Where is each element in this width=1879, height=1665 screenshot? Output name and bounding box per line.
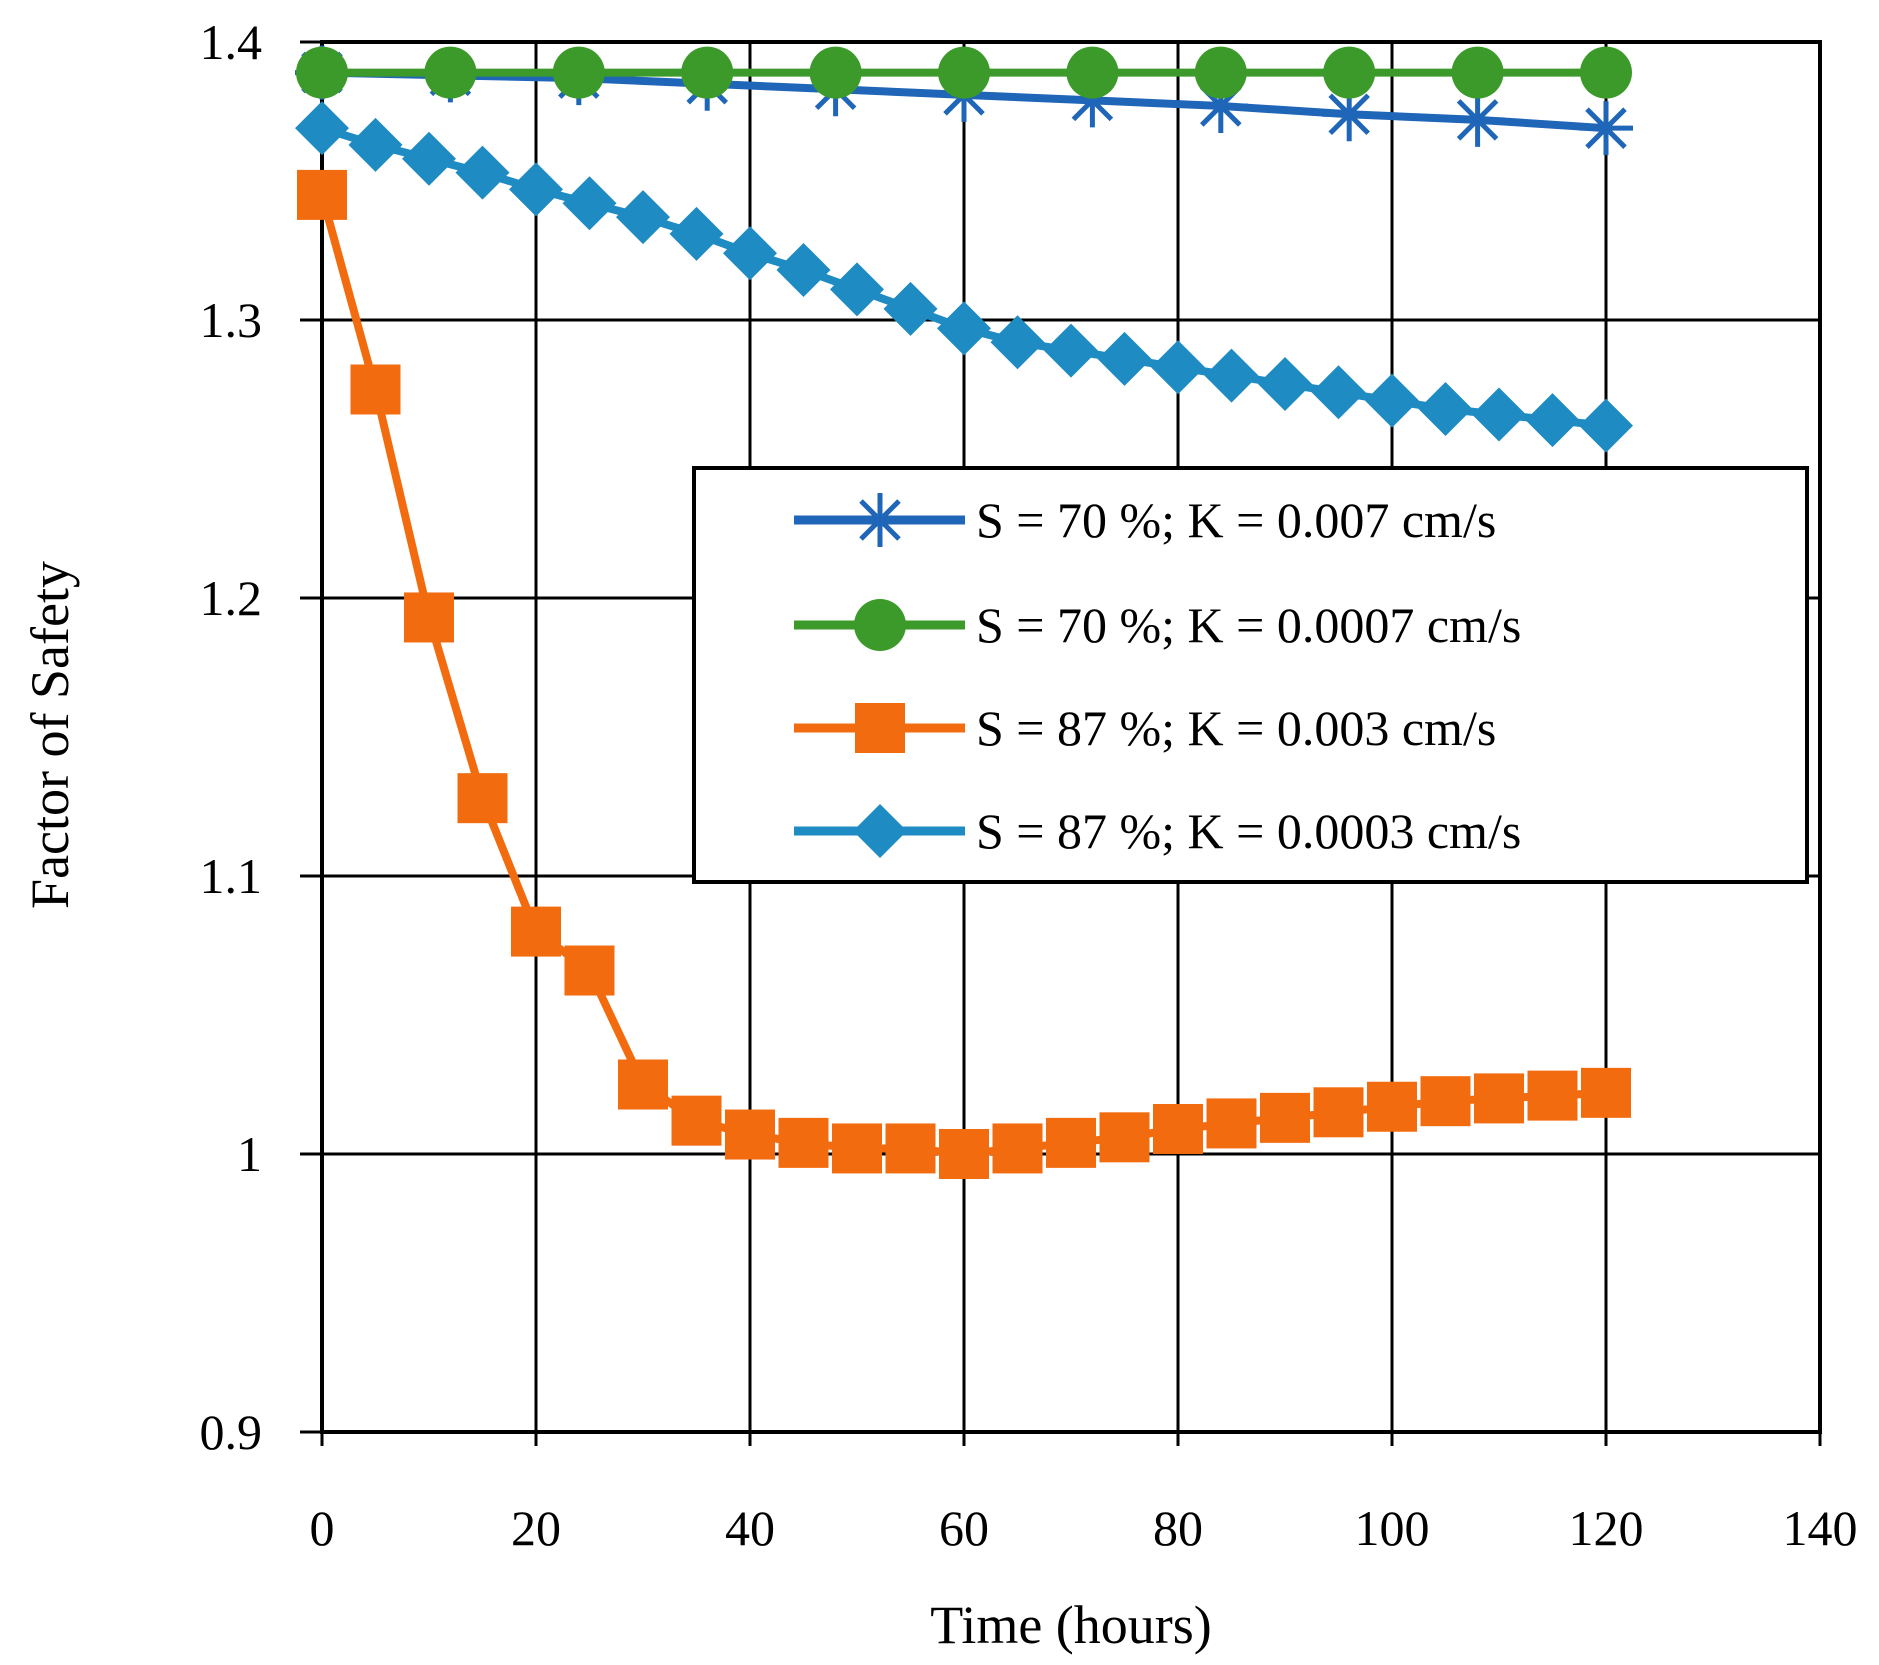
data-point <box>1579 398 1633 453</box>
axes: 0 20 40 60 80 100 120 140 0.9 1 1.1 1.2 1.3 1.4 <box>200 14 1858 1556</box>
legend-item-4: S = 87 %; K = 0.0003 cm/s <box>794 803 1521 859</box>
y-tick-label: 1.3 <box>200 292 263 348</box>
legend-swatch-marker <box>854 599 906 651</box>
x-tick-label: 120 <box>1569 1500 1644 1556</box>
legend-label: S = 70 %; K = 0.0007 cm/s <box>976 597 1521 653</box>
data-point <box>511 906 561 957</box>
legend-swatch-marker <box>853 804 907 858</box>
legend-swatch-marker <box>855 703 905 753</box>
data-point <box>350 364 401 415</box>
y-tick-label: 1 <box>237 1126 262 1182</box>
data-point <box>1472 387 1526 442</box>
data-point <box>830 262 884 317</box>
data-point <box>832 1123 882 1174</box>
y-tick-label: 1.2 <box>200 570 263 626</box>
data-point <box>1525 393 1580 448</box>
data-point <box>883 281 938 336</box>
data-point <box>1311 365 1366 420</box>
y-tick-label: 1.1 <box>200 848 263 904</box>
data-point <box>1313 1087 1364 1138</box>
data-point <box>776 242 831 297</box>
x-tick-label: 40 <box>725 1500 775 1556</box>
data-point <box>1451 46 1504 99</box>
data-point <box>1474 1073 1524 1124</box>
legend-swatch-marker <box>853 493 907 547</box>
data-point <box>1450 92 1505 147</box>
data-point <box>1367 1081 1417 1132</box>
data-point <box>937 301 991 356</box>
data-point <box>778 1117 829 1168</box>
data-point <box>564 945 615 996</box>
data-point <box>297 169 347 220</box>
data-point <box>1323 46 1376 99</box>
legend-label: S = 70 %; K = 0.007 cm/s <box>976 492 1496 548</box>
legend-label: S = 87 %; K = 0.0003 cm/s <box>976 803 1521 859</box>
data-point <box>402 131 456 186</box>
legend-item-1: S = 70 %; K = 0.007 cm/s <box>794 492 1496 548</box>
plot-area-frame <box>320 40 1822 1434</box>
x-tick-label: 0 <box>310 1500 335 1556</box>
series-3 <box>297 169 1631 1179</box>
data-point <box>424 46 477 99</box>
legend-label: S = 87 %; K = 0.003 cm/s <box>976 700 1496 756</box>
data-point <box>939 1129 989 1179</box>
data-point <box>990 315 1045 370</box>
x-tick-label: 140 <box>1783 1500 1858 1556</box>
data-point <box>938 46 990 99</box>
data-point <box>809 46 862 99</box>
data-point <box>1418 381 1473 436</box>
series-layer <box>295 45 1633 1179</box>
data-point <box>616 190 670 245</box>
data-point <box>1420 1076 1471 1127</box>
y-tick-label: 1.4 <box>200 14 263 70</box>
data-point <box>296 46 348 99</box>
data-point <box>455 145 510 200</box>
data-point <box>1066 46 1119 99</box>
data-point <box>1097 331 1152 386</box>
data-point <box>725 1109 775 1160</box>
data-point <box>1204 348 1259 403</box>
data-point <box>562 176 617 231</box>
legend-item-2: S = 70 %; K = 0.0007 cm/s <box>794 597 1521 653</box>
data-point <box>1258 356 1312 411</box>
data-point <box>1365 373 1419 428</box>
x-tick-label: 20 <box>511 1500 561 1556</box>
data-point <box>618 1059 668 1110</box>
y-tick-label: 0.9 <box>200 1404 263 1460</box>
data-point <box>1151 340 1205 395</box>
x-tick-label: 80 <box>1153 1500 1203 1556</box>
data-point <box>681 46 734 99</box>
data-point <box>1527 1070 1578 1121</box>
x-axis-title: Time (hours) <box>930 1595 1212 1655</box>
data-point <box>1206 1098 1257 1149</box>
data-point <box>1046 1117 1096 1168</box>
x-tick-label: 100 <box>1355 1500 1430 1556</box>
data-point <box>404 592 454 643</box>
series-4 <box>295 101 1633 453</box>
data-point <box>457 773 508 824</box>
series-2 <box>296 46 1632 99</box>
y-axis-title: Factor of Safety <box>20 561 80 909</box>
data-point <box>1099 1112 1150 1163</box>
data-point <box>671 1095 722 1146</box>
data-point <box>1194 46 1247 99</box>
data-point <box>1044 323 1098 378</box>
data-point <box>992 1123 1043 1174</box>
data-point <box>885 1123 936 1174</box>
x-tick-label: 60 <box>939 1500 989 1556</box>
data-point <box>669 206 724 261</box>
data-point <box>1153 1103 1203 1154</box>
data-point <box>1579 101 1633 156</box>
data-point <box>723 226 777 281</box>
data-point <box>348 117 403 172</box>
legend: S = 70 %; K = 0.007 cm/s S = 70 %; K = 0.… <box>692 466 1809 884</box>
data-point <box>295 101 349 156</box>
data-point <box>509 162 563 217</box>
legend-item-3: S = 87 %; K = 0.003 cm/s <box>794 700 1496 756</box>
data-point <box>1580 46 1632 99</box>
data-point <box>552 46 605 99</box>
data-point <box>1581 1067 1631 1118</box>
data-point <box>1260 1092 1310 1143</box>
